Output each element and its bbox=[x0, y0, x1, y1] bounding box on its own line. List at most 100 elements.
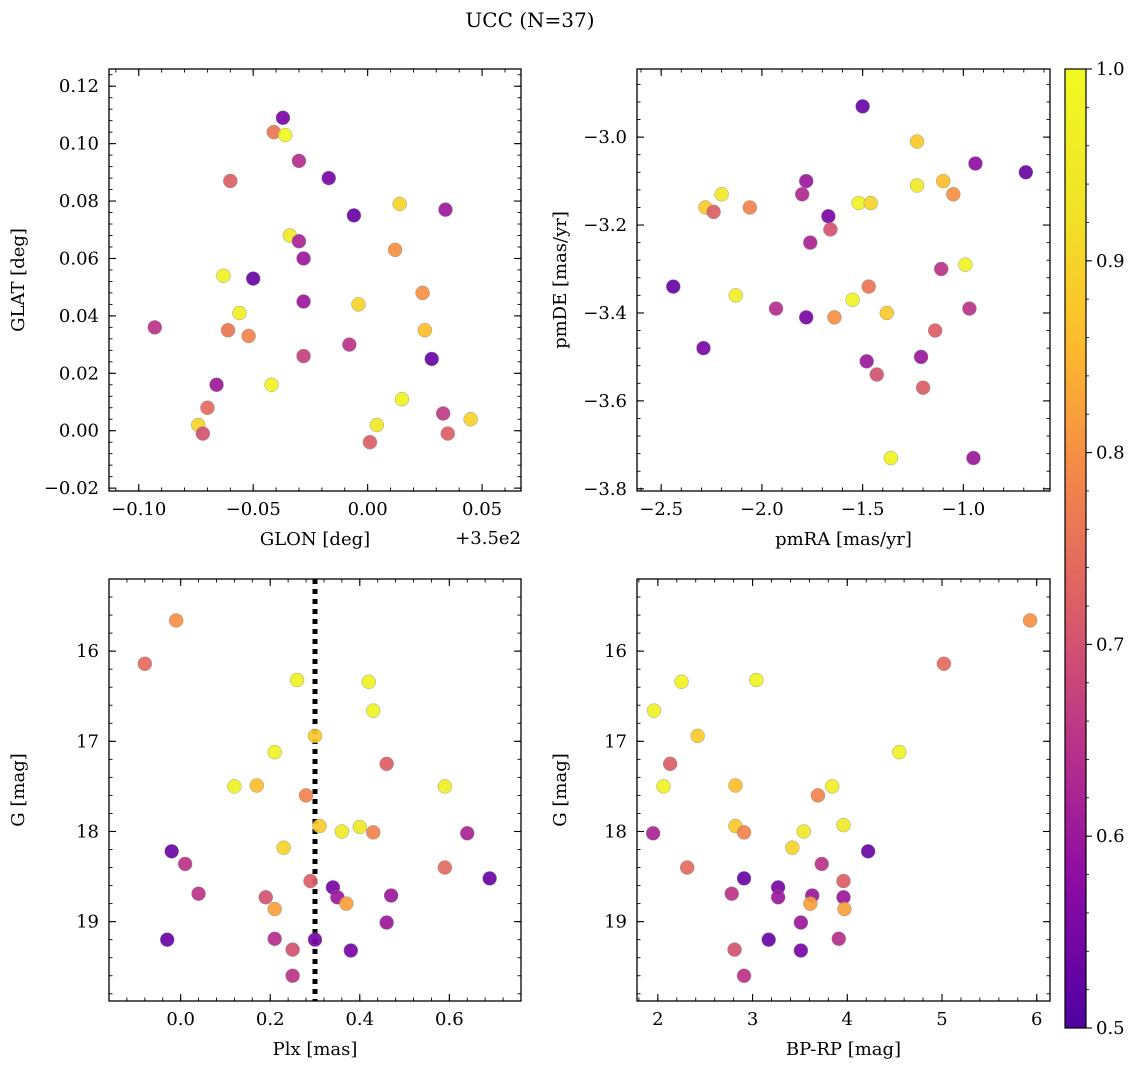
data-point bbox=[352, 819, 367, 835]
data-point bbox=[312, 818, 327, 834]
data-point bbox=[836, 873, 851, 889]
data-point bbox=[736, 825, 752, 840]
data-point bbox=[690, 728, 705, 744]
data-point bbox=[267, 744, 282, 760]
colorbar-tick-label: 0.5 bbox=[1096, 1018, 1125, 1039]
data-point bbox=[803, 235, 818, 250]
data-point bbox=[934, 261, 949, 277]
y-tick-label: 0.08 bbox=[59, 191, 99, 212]
x-tick-label: −1.5 bbox=[841, 499, 885, 520]
data-point bbox=[810, 788, 826, 803]
x-axis-label: GLON [deg] bbox=[260, 529, 370, 550]
data-point bbox=[321, 170, 336, 186]
colorbar-tick-label: 1.0 bbox=[1096, 59, 1125, 80]
data-point bbox=[296, 348, 311, 364]
data-point bbox=[962, 301, 977, 316]
data-point bbox=[383, 888, 399, 903]
data-point bbox=[191, 886, 206, 901]
y-tick-label: 0.02 bbox=[59, 363, 99, 384]
data-point bbox=[209, 377, 224, 392]
colorbar: 0.5 0.6 0.7 0.8 0.9 1.0 bbox=[1064, 59, 1125, 1039]
x-tick-label: 0.4 bbox=[345, 1009, 374, 1030]
data-point bbox=[424, 351, 439, 367]
data-point bbox=[727, 942, 742, 957]
x-offset-text: +3.5e2 bbox=[455, 528, 521, 549]
data-point bbox=[307, 932, 323, 947]
data-point bbox=[742, 200, 758, 215]
data-point bbox=[227, 779, 242, 794]
data-point bbox=[958, 257, 973, 272]
axes-frame bbox=[108, 68, 522, 492]
data-point bbox=[863, 195, 878, 211]
data-point bbox=[823, 222, 838, 237]
y-tick-label: 0.06 bbox=[59, 248, 99, 269]
data-point bbox=[334, 824, 350, 839]
x-tick-label: 5 bbox=[936, 1009, 947, 1030]
data-point bbox=[160, 932, 175, 947]
y-tick-label: −3.4 bbox=[583, 303, 627, 324]
data-point bbox=[909, 134, 925, 149]
data-point bbox=[216, 268, 231, 283]
data-point bbox=[164, 844, 179, 859]
x-axis-label: BP-RP [mag] bbox=[786, 1039, 901, 1060]
y-axis-label: G [mag] bbox=[8, 753, 29, 826]
data-point bbox=[342, 337, 357, 352]
data-point bbox=[724, 886, 739, 901]
data-point bbox=[285, 942, 300, 957]
data-point bbox=[915, 380, 931, 395]
data-point bbox=[837, 901, 852, 917]
y-tick-label: 19 bbox=[604, 912, 627, 933]
data-point bbox=[346, 208, 362, 223]
data-point bbox=[241, 328, 256, 344]
data-point bbox=[927, 323, 943, 338]
data-point bbox=[303, 873, 318, 889]
data-point bbox=[147, 320, 162, 335]
data-point bbox=[831, 931, 846, 946]
data-point bbox=[220, 323, 236, 338]
data-point bbox=[855, 99, 870, 114]
x-tick-label: 0.2 bbox=[256, 1009, 285, 1030]
data-point bbox=[440, 426, 455, 441]
data-point bbox=[369, 417, 384, 433]
data-point bbox=[387, 242, 403, 258]
x-tick-label: 0.0 bbox=[166, 1009, 195, 1030]
x-tick-label: 0.00 bbox=[348, 499, 388, 520]
x-tick-label: −1.0 bbox=[942, 499, 986, 520]
data-point bbox=[379, 915, 394, 930]
y-tick-label: −3.8 bbox=[583, 479, 627, 500]
colorbar-tick-label: 0.6 bbox=[1096, 826, 1125, 847]
data-point bbox=[770, 890, 786, 905]
y-tick-label: 19 bbox=[76, 912, 99, 933]
data-point bbox=[460, 826, 475, 841]
x-tick-label: 6 bbox=[1031, 1009, 1042, 1030]
data-point bbox=[415, 285, 430, 301]
data-point bbox=[913, 349, 929, 365]
data-point bbox=[674, 674, 689, 689]
data-point bbox=[392, 196, 407, 212]
data-point bbox=[200, 400, 215, 415]
x-tick-label: 3 bbox=[747, 1009, 758, 1030]
y-tick-label: −3.6 bbox=[583, 391, 627, 412]
data-point bbox=[859, 354, 874, 369]
data-point bbox=[827, 310, 842, 325]
x-axis-label: pmRA [mas/yr] bbox=[775, 529, 912, 550]
data-point bbox=[245, 271, 261, 286]
axes-frame bbox=[108, 578, 522, 1002]
data-point bbox=[177, 856, 193, 872]
data-point bbox=[298, 788, 314, 803]
data-point bbox=[1018, 165, 1034, 180]
data-point bbox=[168, 613, 184, 628]
data-point bbox=[892, 744, 907, 760]
data-point bbox=[861, 279, 876, 294]
data-point bbox=[435, 406, 451, 421]
y-axis-label: G [mag] bbox=[550, 753, 571, 826]
data-point bbox=[883, 450, 899, 466]
x-tick-label: −2.5 bbox=[639, 499, 683, 520]
x-tick-label: −0.05 bbox=[226, 499, 281, 520]
data-point bbox=[814, 856, 829, 872]
data-point bbox=[799, 310, 814, 325]
panel-glon-glat: −0.10 −0.05 0.00 0.05 −0.02 0.00 0.02 0.04 0.06 0… bbox=[8, 68, 522, 550]
data-point bbox=[137, 656, 153, 671]
x-tick-label: −0.10 bbox=[111, 499, 166, 520]
data-point bbox=[296, 294, 311, 309]
